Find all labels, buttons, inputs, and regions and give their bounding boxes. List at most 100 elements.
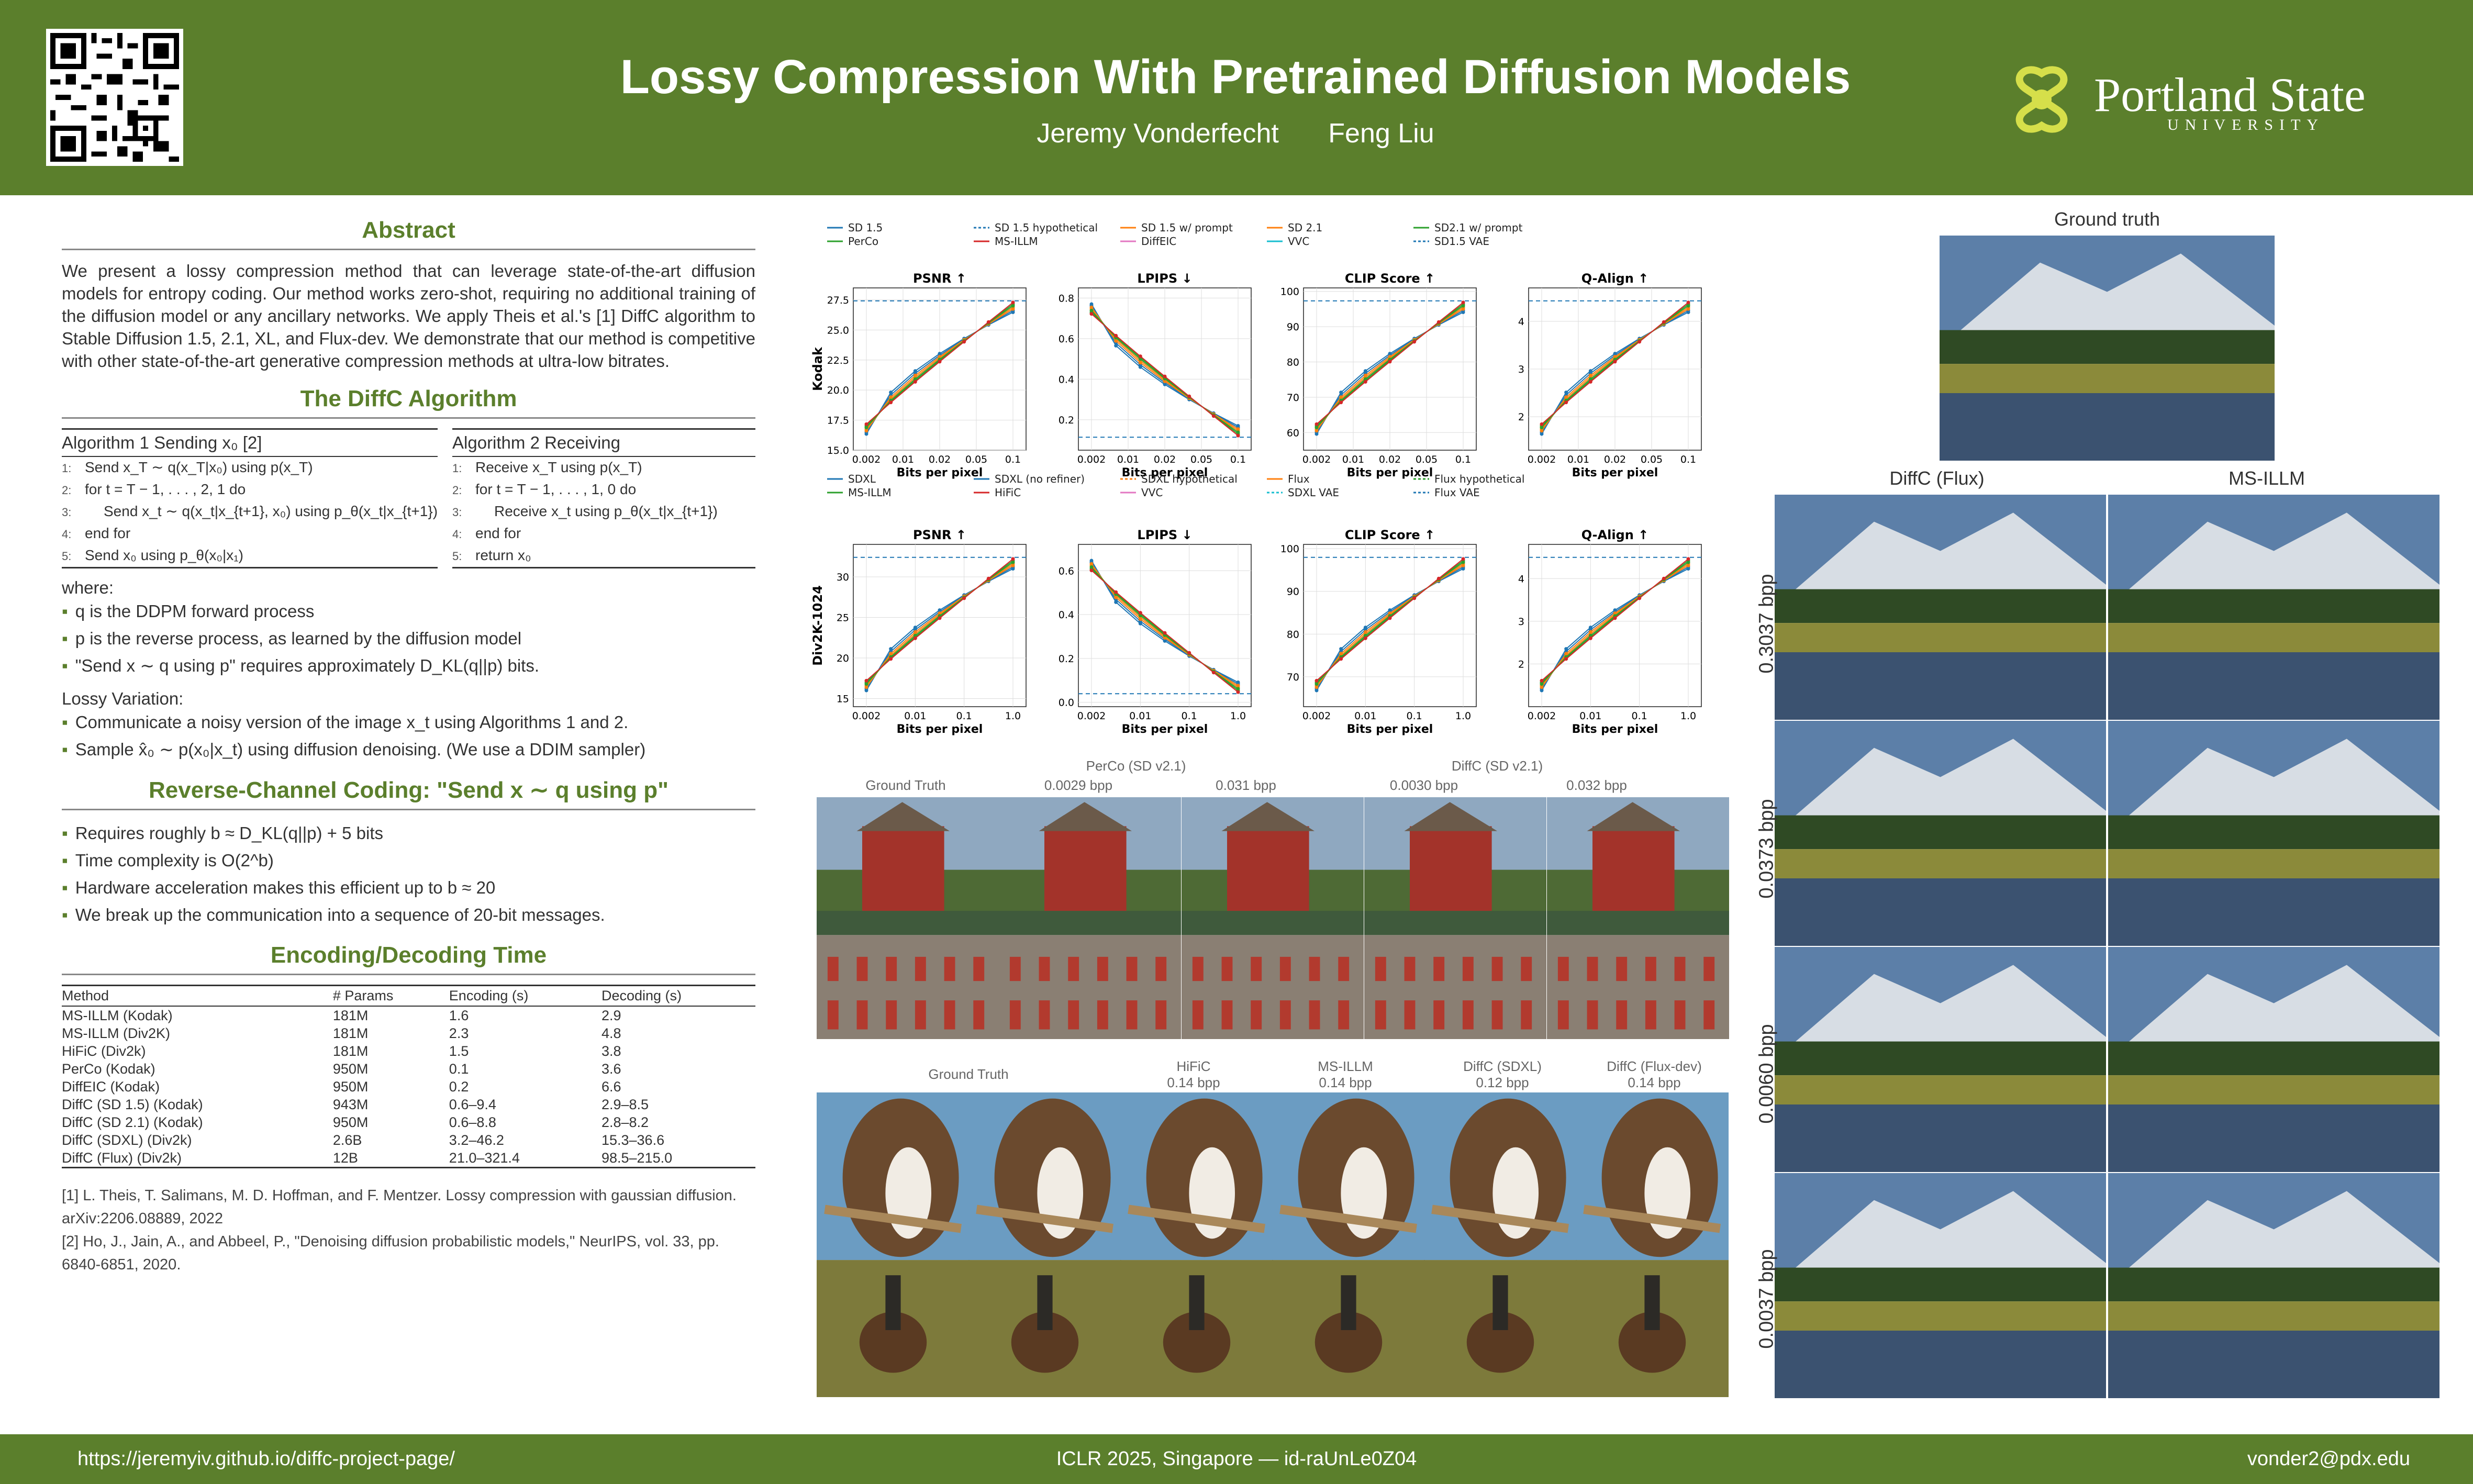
author-2: Feng Liu (1328, 118, 1434, 149)
table-cell: 2.9–8.5 (601, 1097, 649, 1112)
y-tick-label: 70 (1287, 672, 1299, 683)
y-tick-label: 3 (1518, 364, 1524, 375)
shutter (856, 956, 868, 981)
row-label: 0.3037 bpp (1755, 574, 1778, 674)
legend-label: VVC (1141, 486, 1163, 499)
shutter (1674, 956, 1686, 981)
divider (62, 417, 755, 419)
list-item: Communicate a noisy version of the image… (62, 709, 755, 736)
mountain-image (1775, 721, 2106, 946)
horse (1315, 1312, 1383, 1373)
horse (1163, 1312, 1231, 1373)
forest (2108, 589, 2439, 623)
shutter (1375, 1000, 1386, 1030)
x-tick-label: 0.1 (1632, 710, 1647, 722)
diffc-heading: The DiffC Algorithm (300, 386, 517, 411)
y-tick-label: 27.5 (827, 295, 849, 306)
meadow (1940, 364, 2275, 393)
y-tick-label: 0.4 (1059, 374, 1074, 385)
algo-line: 4: end for (452, 525, 521, 541)
shutter (1221, 1000, 1233, 1030)
y-tick-label: 70 (1287, 392, 1299, 404)
x-tick-label: 0.002 (1302, 454, 1331, 465)
qr-code[interactable] (46, 29, 183, 166)
y-tick-label: 15.0 (827, 445, 849, 456)
table-cell: 950M (332, 1114, 369, 1130)
table-row: DiffC (SDXL) (Div2k) 2.6B 3.2–46.2 15.3–36.… (62, 1131, 755, 1149)
table-row: DiffC (SD 2.1) (Kodak) 950M 0.6–8.8 2.8–8.2 (62, 1113, 755, 1131)
lake (2108, 652, 2439, 720)
y-tick-label: 0.4 (1059, 609, 1074, 621)
algo-line: 5: Send x₀ using p_θ(x₀|x₁) (62, 547, 243, 563)
where-label: where: (62, 578, 114, 597)
legend-label: SD 1.5 hypothetical (995, 221, 1098, 234)
forest (1775, 589, 2106, 623)
legend-label: SD2.1 w/ prompt (1434, 221, 1523, 234)
mountain (2108, 1191, 2439, 1286)
shutter (1433, 1000, 1445, 1030)
x-tick-label: 0.002 (1528, 710, 1556, 722)
table-row: MS-ILLM (Kodak) 181M 1.6 2.9 (62, 1006, 755, 1024)
mountain (2108, 965, 2439, 1059)
barn-caption: Ground Truth (865, 777, 946, 793)
algo-line: 3: Send x_t ∼ q(x_t|x_{t+1}, x₀) using p_… (62, 503, 438, 519)
lake (1775, 878, 2106, 946)
y-tick-label: 80 (1287, 629, 1299, 640)
table-cell: MS-ILLM (Kodak) (62, 1008, 173, 1023)
shutter (1192, 1000, 1204, 1030)
x-tick-label: 0.002 (1077, 710, 1106, 722)
lake (1775, 1331, 2106, 1398)
x-axis-label: Bits per pixel (1347, 466, 1433, 479)
shutter (1009, 956, 1021, 981)
author-1: Jeremy Vonderfecht (1037, 118, 1279, 149)
divider (62, 809, 755, 810)
meadow (1775, 623, 2106, 652)
roof (1039, 802, 1132, 831)
x-tick-label: 0.1 (1680, 454, 1696, 465)
psu-logo-icon (2015, 66, 2068, 133)
shutter (1616, 956, 1628, 981)
table-cell: 0.6–9.4 (449, 1097, 496, 1112)
table-cell: PerCo (Kodak) (62, 1061, 155, 1077)
table-row: MS-ILLM (Div2K) 181M 2.3 4.8 (62, 1024, 755, 1042)
project-link[interactable]: https://jeremyiv.github.io/diffc-project… (77, 1448, 455, 1470)
dog-image (968, 1092, 1121, 1397)
shutter (1309, 956, 1320, 981)
rider (1037, 1275, 1053, 1330)
x-tick-label: 0.05 (1641, 454, 1663, 465)
barn-caption: 0.031 bpp (1216, 777, 1276, 793)
email-link[interactable]: vonder2@pdx.edu (2247, 1448, 2410, 1470)
horse (859, 1312, 927, 1373)
horse (1618, 1312, 1686, 1373)
table-cell: 3.6 (601, 1061, 621, 1077)
shutter (944, 956, 955, 981)
rider (1644, 1275, 1660, 1330)
shutter (1309, 1000, 1320, 1030)
dog-image (1272, 1092, 1425, 1397)
table-cell: 943M (332, 1097, 369, 1112)
shutter (1433, 956, 1445, 981)
left-column: Abstract We present a lossy compression … (62, 217, 755, 1276)
y-tick-label: 100 (1280, 543, 1299, 555)
plot-title: LPIPS ↓ (1137, 528, 1192, 542)
barn-caption: 0.0029 bpp (1044, 777, 1113, 793)
x-tick-label: 0.01 (1117, 454, 1139, 465)
horse (1466, 1312, 1534, 1373)
table-cell: DiffC (Flux) (Div2k) (62, 1149, 333, 1168)
algo-line: 4: end for (62, 525, 131, 541)
series-line (1541, 559, 1689, 682)
y-tick-label: 15 (837, 694, 849, 705)
algorithm-2: Algorithm 2 Receiving 1: Receive x_T usin… (452, 428, 755, 568)
shutter (944, 1000, 955, 1030)
shutter (856, 1000, 868, 1030)
footer: https://jeremyiv.github.io/diffc-project… (0, 1434, 2473, 1484)
barn-image (999, 797, 1181, 1039)
table-cell: 15.3–36.6 (601, 1132, 665, 1148)
water (1364, 911, 1546, 935)
perco-header: PerCo (SD v2.1) (1086, 758, 1186, 774)
barn (1227, 826, 1309, 911)
lake (2108, 1331, 2439, 1398)
barn (1410, 826, 1492, 911)
barn (1592, 826, 1675, 911)
table-cell: 2.9 (601, 1008, 621, 1023)
